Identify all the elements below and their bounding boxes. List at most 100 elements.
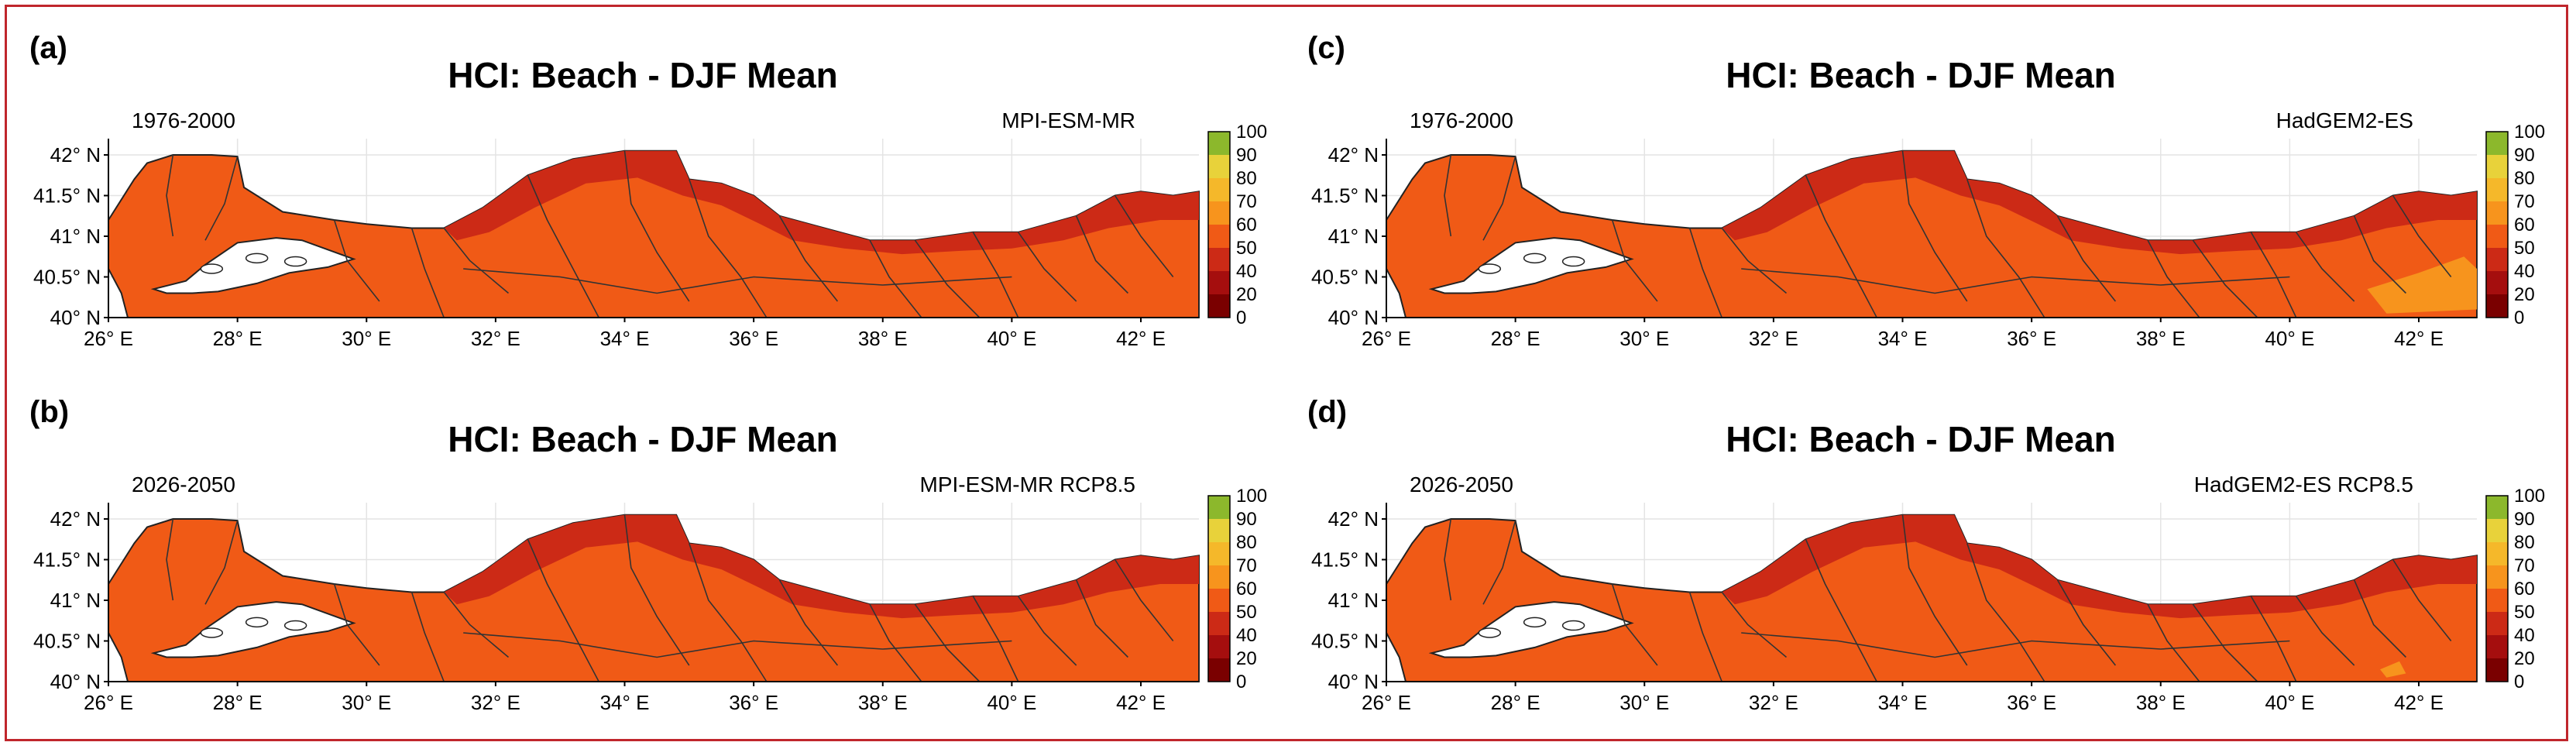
- province-border: [1611, 583, 1658, 666]
- colorbar-segment: [1208, 565, 1230, 589]
- x-tick-label: 42° E: [2394, 691, 2444, 714]
- y-tick-label: 40.5° N: [1311, 266, 1379, 289]
- colorbar-segment: [2486, 496, 2508, 519]
- coastal-band: [1722, 514, 2477, 619]
- province-border: [410, 228, 445, 318]
- province-border: [869, 239, 922, 318]
- y-tick-label: 40° N: [1328, 670, 1379, 693]
- y-tick-label: 41° N: [1328, 589, 1379, 612]
- model-label: HadGEM2-ES: [2275, 108, 2413, 132]
- province-border: [1444, 518, 1452, 601]
- x-tick-label: 38° E: [858, 691, 908, 714]
- colorbar-segment: [1208, 225, 1230, 248]
- y-tick-label: 41.5° N: [1311, 548, 1379, 572]
- colorbar-segment: [2486, 225, 2508, 248]
- colorbar-segment: [1208, 542, 1230, 565]
- province-border: [1805, 174, 1877, 318]
- colorbar-tick-label: 60: [2514, 579, 2535, 600]
- y-tick-label: 42° N: [50, 507, 101, 531]
- colorbar-segment: [2486, 565, 2508, 589]
- province-border: [1018, 232, 1077, 302]
- province-border: [1018, 596, 1077, 666]
- colorbar-tick-label: 20: [2514, 284, 2535, 305]
- province-border: [2392, 195, 2452, 277]
- colorbar-segment: [1208, 294, 1230, 318]
- colorbar-segment: [1208, 271, 1230, 294]
- x-tick-label: 34° E: [600, 691, 650, 714]
- province-border: [623, 514, 690, 666]
- province-border: [2056, 215, 2117, 302]
- x-tick-label: 26° E: [1362, 327, 1411, 350]
- colorbar-tick-label: 70: [2514, 555, 2535, 576]
- coastal-band: [1722, 150, 2477, 255]
- province-border: [972, 596, 1019, 682]
- island: [1523, 253, 1547, 264]
- colorbar-tick-label: 90: [1236, 509, 1257, 530]
- model-label: HadGEM2-ES RCP8.5: [2193, 472, 2413, 496]
- x-tick-label: 26° E: [1362, 691, 1411, 714]
- province-border: [1075, 215, 1128, 294]
- panel-c: (c) HCI: Beach - DJF Mean 1976-2000 HadG…: [1286, 9, 2556, 373]
- island: [200, 627, 224, 638]
- x-tick-label: 42° E: [1116, 327, 1166, 350]
- island: [1523, 617, 1547, 628]
- island: [1561, 620, 1585, 631]
- panel-b: (b) HCI: Beach - DJF Mean 2026-2050 MPI-…: [8, 373, 1278, 737]
- x-tick-label: 40° E: [987, 691, 1036, 714]
- period-label: 1976-2000: [1410, 108, 1513, 132]
- x-tick-label: 26° E: [84, 691, 133, 714]
- colorbar-segment: [2486, 155, 2508, 178]
- model-label: MPI-ESM-MR: [1001, 108, 1135, 132]
- province-border: [2296, 596, 2355, 666]
- colorbar-tick-label: 100: [2514, 486, 2545, 507]
- x-tick-label: 42° E: [1116, 691, 1166, 714]
- colorbar-segment: [1208, 496, 1230, 519]
- x-tick-label: 34° E: [1878, 691, 1928, 714]
- province-border: [1688, 592, 1722, 682]
- island: [200, 263, 224, 274]
- x-tick-label: 30° E: [1619, 691, 1669, 714]
- map-plot: 26° E 28° E 30° E 32° E 34° E 36° E 38° E 40° E…: [1311, 122, 2545, 350]
- colorbar-tick-label: 20: [1236, 284, 1257, 305]
- colorbar-segment: [1208, 612, 1230, 635]
- coastal-band: [444, 150, 1199, 255]
- y-tick-label: 42° N: [1328, 143, 1379, 167]
- province-border: [1688, 228, 1722, 318]
- province-border: [1901, 150, 1968, 302]
- colorbar-tick-label: 80: [2514, 532, 2535, 553]
- province-border: [443, 228, 510, 294]
- x-tick-label: 26° E: [84, 327, 133, 350]
- province-border: [2250, 596, 2297, 682]
- province-border: [1805, 538, 1877, 682]
- colorbar-segment: [2486, 248, 2508, 271]
- colorbar-segment: [2486, 612, 2508, 635]
- x-tick-label: 40° E: [987, 327, 1036, 350]
- y-tick-label: 40.5° N: [33, 630, 101, 653]
- province-border: [778, 579, 839, 666]
- colorbar-tick-label: 40: [1236, 625, 1257, 646]
- colorbar-tick-label: 20: [1236, 648, 1257, 669]
- colorbar-tick-label: 40: [1236, 261, 1257, 282]
- island: [245, 617, 269, 628]
- colorbar-tick-label: 40: [2514, 261, 2535, 282]
- colorbar-frame: [1207, 131, 1231, 318]
- colorbar-frame: [1207, 495, 1231, 682]
- panel-label: (c): [1307, 31, 1345, 65]
- period-label: 2026-2050: [1410, 472, 1513, 496]
- province-border: [2353, 215, 2406, 294]
- colorbar-segment: [2486, 542, 2508, 565]
- x-tick-label: 28° E: [1491, 691, 1540, 714]
- colorbar-tick-label: 40: [2514, 625, 2535, 646]
- colorbar-tick-label: 0: [2514, 308, 2524, 328]
- province-border: [463, 268, 1012, 294]
- province-border: [527, 538, 599, 682]
- marmara-sea: [1428, 601, 1634, 658]
- colorbar-segment: [1208, 178, 1230, 201]
- province-border: [204, 156, 239, 241]
- colorbar-tick-label: 60: [1236, 215, 1257, 235]
- panel-label: (a): [29, 31, 67, 65]
- x-tick-label: 38° E: [2136, 327, 2186, 350]
- x-tick-label: 38° E: [858, 327, 908, 350]
- province-border: [1966, 179, 2045, 318]
- y-tick-label: 40° N: [50, 306, 101, 329]
